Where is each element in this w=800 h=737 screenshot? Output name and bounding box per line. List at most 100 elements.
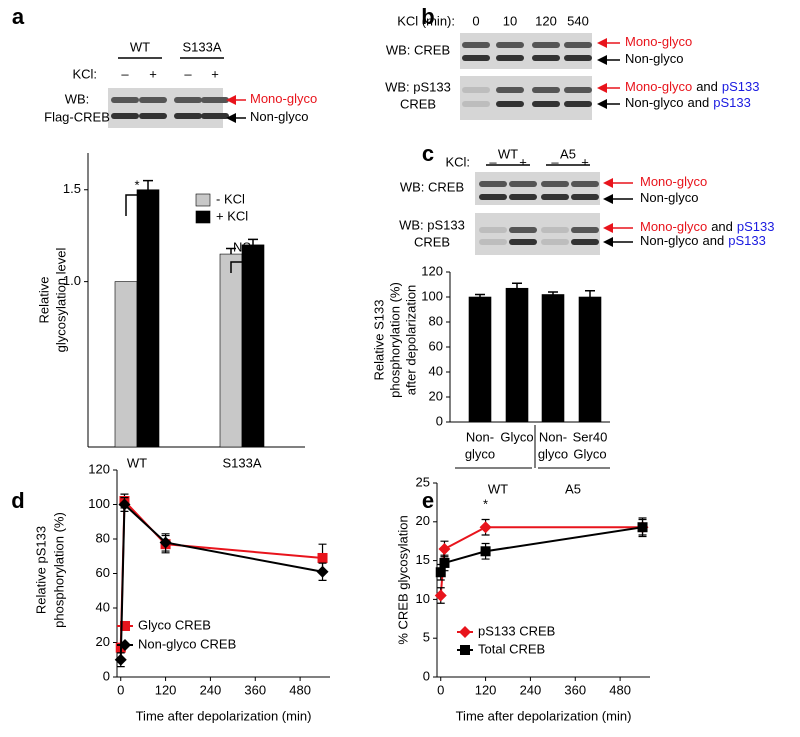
y-axis-label: Relative pS133 <box>33 526 48 614</box>
y-axis-label: after depolarization <box>403 285 418 396</box>
arrow-label: Non-glyco <box>250 109 309 124</box>
x-tick-label: 0 <box>437 682 444 697</box>
arrow-head <box>603 223 613 233</box>
y-axis-label: Relative S133 <box>371 300 386 381</box>
data-point <box>637 522 648 533</box>
blot-band <box>496 55 524 61</box>
lane-label: + <box>211 66 219 81</box>
blot-band <box>496 42 524 48</box>
x-tick-label: 480 <box>609 682 631 697</box>
lane-label: – <box>121 66 129 81</box>
y-axis-label: Relative <box>36 277 51 324</box>
lane-label: 0 <box>472 13 479 28</box>
error-bar <box>143 179 153 190</box>
bar <box>241 244 265 448</box>
arrow-label-part: Non-glyco <box>640 190 699 205</box>
y-tick-label: 40 <box>429 363 443 378</box>
blot-band <box>496 87 524 93</box>
blot-label: CREB <box>414 234 450 249</box>
data-point <box>434 589 447 602</box>
legend-label: Total CREB <box>478 641 545 656</box>
arrow-label: Mono-glyco and pS133 <box>625 79 760 94</box>
arrow-label: Non-glyco and pS133 <box>640 233 766 248</box>
error-bar <box>512 282 522 289</box>
legend-marker <box>119 639 131 651</box>
y-axis-label: glycosylation level <box>53 248 68 353</box>
bar <box>136 189 160 448</box>
bar <box>541 294 565 423</box>
arrow-label: Non-glyco and pS133 <box>625 95 751 110</box>
arrow-label: Mono-glyco <box>250 91 317 106</box>
arrow-label-part: Mono-glyco <box>625 79 692 94</box>
x-tick-label: 240 <box>200 682 222 697</box>
arrow-label-part: and <box>711 219 733 234</box>
blot-band <box>496 101 524 107</box>
blot-band <box>564 87 592 93</box>
group-label: WT <box>130 39 150 54</box>
kcl-label: KCl: <box>445 154 470 169</box>
data-point <box>316 565 329 578</box>
blot-band <box>479 181 507 187</box>
panel-label: a <box>12 4 25 29</box>
blot-band <box>201 113 229 119</box>
blot-band <box>174 113 202 119</box>
y-tick-label: 80 <box>96 530 110 545</box>
blot-band <box>139 97 167 103</box>
blot-image <box>460 76 592 120</box>
y-tick-label: 60 <box>96 565 110 580</box>
y-tick-label: 80 <box>429 313 443 328</box>
blot-label: Flag-CREB <box>44 109 110 124</box>
error-bar <box>475 293 485 297</box>
x-tick-label: WT <box>127 455 147 470</box>
blot-band <box>509 181 537 187</box>
blot-band <box>532 87 560 93</box>
kcl-label: KCl (min): <box>397 13 455 28</box>
x-tick-label: 360 <box>244 682 266 697</box>
blot-label: WB: CREB <box>400 179 464 194</box>
y-tick-label: 0 <box>436 413 443 428</box>
x-tick-label: S133A <box>222 455 261 470</box>
arrow-label-part: Non-glyco <box>625 51 684 66</box>
arrow-label-part: Non-glyco <box>250 109 309 124</box>
legend-label: pS133 CREB <box>478 623 555 638</box>
panel-label: e <box>422 488 434 513</box>
lane-label: + <box>581 154 589 169</box>
data-point <box>480 546 491 557</box>
blot-band <box>532 42 560 48</box>
blot-band <box>564 42 592 48</box>
blot-image <box>475 172 600 205</box>
blot-band <box>479 227 507 233</box>
y-tick-label: 40 <box>96 599 110 614</box>
group-label: WT <box>498 146 518 161</box>
error-bar <box>248 238 258 245</box>
panel-label: c <box>422 141 434 166</box>
blot-band <box>564 101 592 107</box>
blot-label: WB: <box>65 91 90 106</box>
y-tick-label: 20 <box>429 388 443 403</box>
blot-band <box>111 113 139 119</box>
blot-band <box>541 239 569 245</box>
bar <box>219 253 243 448</box>
arrow-head <box>597 99 607 109</box>
arrow-head <box>603 194 613 204</box>
blot-band <box>571 227 599 233</box>
data-point <box>159 536 172 549</box>
arrow-label: Mono-glyco and pS133 <box>640 219 775 234</box>
lane-label: – <box>184 66 192 81</box>
arrow-head <box>597 38 607 48</box>
x-tick-label: Ser40 <box>573 429 608 444</box>
data-point <box>317 552 328 563</box>
blot-band <box>532 55 560 61</box>
x-tick-label: 0 <box>117 682 124 697</box>
lane-label: 10 <box>503 13 517 28</box>
kcl-label: KCl: <box>72 66 97 81</box>
blot-band <box>462 101 490 107</box>
data-point <box>114 653 127 666</box>
x-tick-label: 480 <box>289 682 311 697</box>
annotation: * <box>134 177 139 192</box>
y-tick-label: 1.5 <box>63 181 81 196</box>
legend-swatch <box>195 193 211 207</box>
y-tick-label: 1.0 <box>63 273 81 288</box>
arrow-head <box>226 95 236 105</box>
